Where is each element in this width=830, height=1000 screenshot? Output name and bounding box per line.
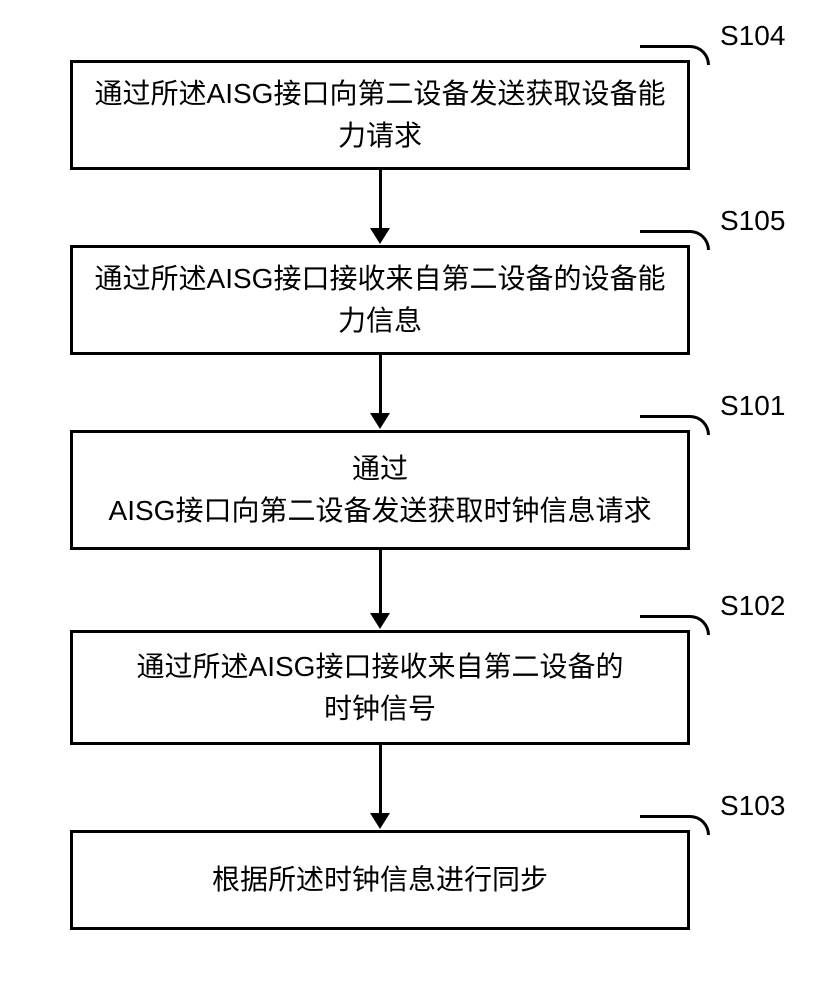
label-text: S103 [720, 790, 785, 821]
step-box-s103: 根据所述时钟信息进行同步 [70, 830, 690, 930]
step-box-s102: 通过所述AISG接口接收来自第二设备的时钟信号 [70, 630, 690, 745]
arrow-head-icon [370, 613, 390, 629]
arrow-4 [370, 745, 390, 829]
label-text: S105 [720, 205, 785, 236]
step-box-s104: 通过所述AISG接口向第二设备发送获取设备能力请求 [70, 60, 690, 170]
step-label-s103: S103 [720, 790, 785, 822]
arrow-2 [370, 355, 390, 429]
arrow-line [379, 550, 382, 614]
step-text: 通过所述AISG接口向第二设备发送获取设备能力请求 [93, 73, 667, 157]
arrow-line [379, 355, 382, 414]
step-box-s101: 通过AISG接口向第二设备发送获取时钟信息请求 [70, 430, 690, 550]
step-label-s102: S102 [720, 590, 785, 622]
step-box-s105: 通过所述AISG接口接收来自第二设备的设备能力信息 [70, 245, 690, 355]
arrow-line [379, 745, 382, 814]
arrow-head-icon [370, 413, 390, 429]
arrow-line [379, 170, 382, 229]
step-label-s104: S104 [720, 20, 785, 52]
step-text: 根据所述时钟信息进行同步 [212, 859, 548, 901]
step-label-s101: S101 [720, 390, 785, 422]
arrow-3 [370, 550, 390, 629]
label-text: S104 [720, 20, 785, 51]
arrow-head-icon [370, 813, 390, 829]
step-label-s105: S105 [720, 205, 785, 237]
flowchart-container: S104 通过所述AISG接口向第二设备发送获取设备能力请求 S105 通过所述… [0, 0, 830, 1000]
arrow-head-icon [370, 228, 390, 244]
step-text: 通过AISG接口向第二设备发送获取时钟信息请求 [109, 448, 652, 532]
step-text: 通过所述AISG接口接收来自第二设备的设备能力信息 [93, 258, 667, 342]
label-text: S101 [720, 390, 785, 421]
step-text: 通过所述AISG接口接收来自第二设备的时钟信号 [137, 646, 624, 730]
label-text: S102 [720, 590, 785, 621]
arrow-1 [370, 170, 390, 244]
